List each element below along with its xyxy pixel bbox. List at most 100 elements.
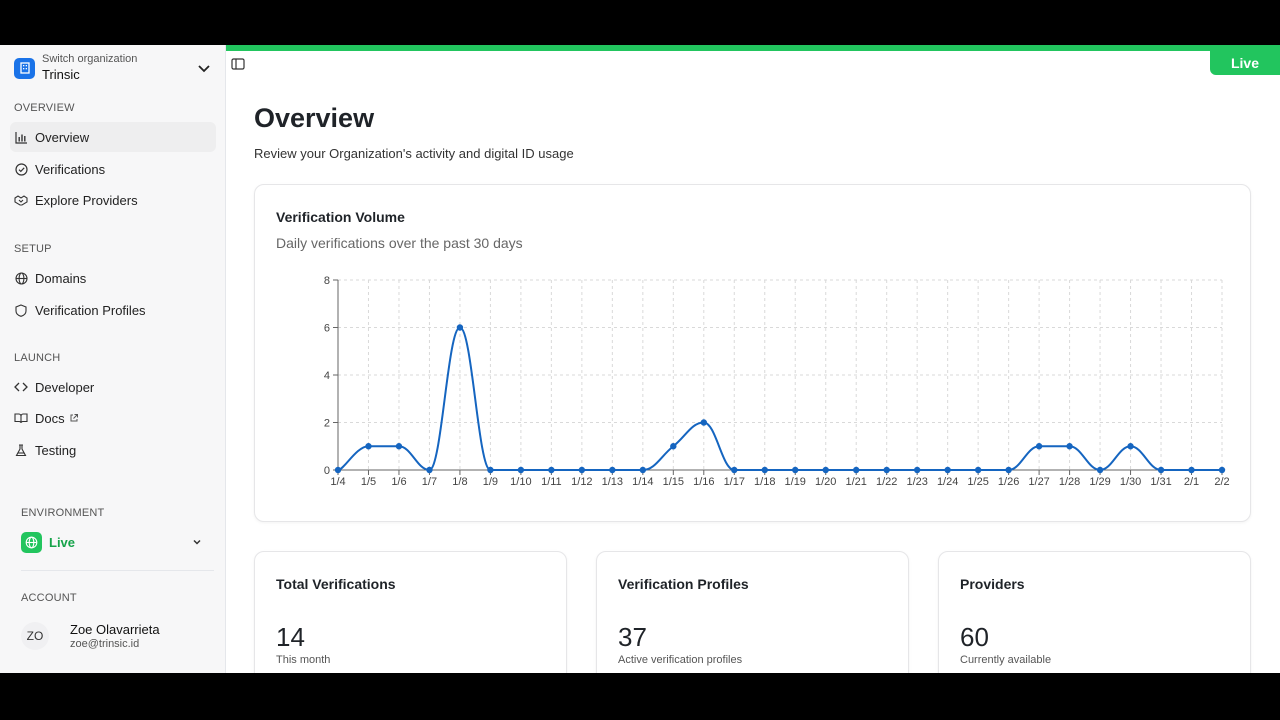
stat-value: 37 bbox=[618, 622, 647, 652]
chevron-down-icon bbox=[191, 536, 203, 548]
x-tick-label: 2/2 bbox=[1214, 476, 1229, 488]
page-subtitle: Review your Organization's activity and … bbox=[254, 146, 574, 161]
x-tick-label: 1/13 bbox=[602, 476, 623, 488]
x-tick-label: 1/16 bbox=[693, 476, 714, 488]
sidebar-item-explore-providers[interactable]: Explore Providers bbox=[10, 185, 216, 215]
x-tick-label: 1/4 bbox=[330, 476, 345, 488]
data-point bbox=[334, 466, 342, 474]
x-tick-label: 1/24 bbox=[937, 476, 958, 488]
x-tick-label: 1/25 bbox=[967, 476, 988, 488]
data-point bbox=[670, 443, 677, 450]
x-tick-label: 1/18 bbox=[754, 476, 775, 488]
account-name: Zoe Olavarrieta bbox=[70, 622, 160, 637]
stat-value: 60 bbox=[960, 622, 989, 652]
data-point bbox=[517, 466, 525, 474]
x-tick-label: 1/20 bbox=[815, 476, 836, 488]
data-point bbox=[822, 466, 829, 474]
stat-caption: This month bbox=[276, 654, 331, 666]
sidebar-item-label: Overview bbox=[35, 129, 90, 145]
stat-caption: Currently available bbox=[960, 654, 1052, 666]
data-point bbox=[731, 466, 738, 474]
bar-chart-icon bbox=[14, 130, 28, 144]
handshake-icon bbox=[14, 193, 28, 207]
stat-title: Verification Profiles bbox=[618, 576, 749, 592]
sidebar-item-label: Testing bbox=[35, 442, 77, 458]
environment-value: Live bbox=[49, 534, 76, 550]
live-badge: Live bbox=[1210, 51, 1280, 75]
x-tick-label: 1/8 bbox=[452, 476, 467, 488]
data-point bbox=[487, 466, 494, 474]
sidebar-item-overview[interactable]: Overview bbox=[10, 122, 216, 152]
x-tick-label: 1/9 bbox=[483, 476, 498, 488]
y-tick-label: 0 bbox=[324, 465, 330, 477]
x-tick-label: 1/14 bbox=[632, 476, 653, 488]
sidebar-item-label: Docs bbox=[35, 410, 65, 426]
sidebar-item-docs[interactable]: Docs bbox=[10, 403, 216, 433]
data-point bbox=[1035, 443, 1043, 450]
section-account: ACCOUNT bbox=[21, 592, 77, 604]
stat-caption: Active verification profiles bbox=[618, 654, 743, 666]
stat-title: Total Verifications bbox=[276, 576, 396, 592]
data-point bbox=[883, 466, 890, 474]
org-switcher[interactable]: Switch organization Trinsic bbox=[14, 51, 212, 85]
sidebar-item-label: Explore Providers bbox=[35, 192, 138, 208]
x-tick-label: 1/23 bbox=[906, 476, 927, 488]
stat-value: 14 bbox=[276, 622, 305, 652]
data-point bbox=[1188, 466, 1195, 474]
data-point bbox=[944, 466, 951, 474]
shield-icon bbox=[14, 303, 28, 317]
y-tick-label: 6 bbox=[324, 323, 330, 335]
verification-line-chart: 0 2 4 6 8 1/4 1/5 1/6 1/7 1/8 1/9 1/10 1/11 1/12 1/13 1… bbox=[324, 275, 1230, 488]
data-point bbox=[578, 466, 586, 474]
y-tick-label: 2 bbox=[324, 418, 330, 430]
x-tick-label: 1/27 bbox=[1028, 476, 1049, 488]
verification-volume-card: Verification Volume Daily verifications … bbox=[254, 184, 1251, 522]
external-link-icon bbox=[69, 413, 79, 423]
sidebar-divider bbox=[21, 570, 214, 571]
environment-select[interactable]: Live bbox=[21, 530, 207, 554]
sidebar-item-label: Verification Profiles bbox=[35, 302, 146, 318]
avatar[interactable]: ZO bbox=[21, 622, 49, 650]
sidebar-item-verification-profiles[interactable]: Verification Profiles bbox=[10, 295, 216, 325]
x-tick-label: 1/19 bbox=[785, 476, 806, 488]
series-line bbox=[337, 326, 1222, 472]
chart-title: Verification Volume bbox=[276, 209, 405, 225]
data-point bbox=[1066, 443, 1073, 450]
sidebar-item-label: Developer bbox=[35, 379, 95, 395]
section-environment: ENVIRONMENT bbox=[21, 507, 105, 519]
data-point bbox=[700, 419, 707, 426]
app-screen: Switch organization Trinsic OVERVIEW Ove… bbox=[0, 45, 1280, 673]
sidebar-item-verifications[interactable]: Verifications bbox=[10, 154, 216, 184]
x-tick-label: 1/26 bbox=[998, 476, 1019, 488]
chevron-down-icon[interactable] bbox=[196, 60, 212, 76]
y-tick-label: 4 bbox=[324, 370, 330, 382]
stat-card-providers: Providers 60 Currently available bbox=[938, 551, 1251, 673]
sidebar-item-testing[interactable]: Testing bbox=[10, 435, 216, 465]
data-point bbox=[1218, 466, 1226, 474]
flask-icon bbox=[14, 443, 28, 457]
x-tick-label: 1/31 bbox=[1150, 476, 1171, 488]
x-tick-label: 1/28 bbox=[1059, 476, 1080, 488]
stat-card-verification-profiles: Verification Profiles 37 Active verifica… bbox=[596, 551, 909, 673]
sidebar-item-domains[interactable]: Domains bbox=[10, 263, 216, 293]
account-email: zoe@trinsic.id bbox=[70, 638, 140, 650]
code-icon bbox=[14, 380, 28, 394]
sidebar-toggle-icon[interactable] bbox=[231, 57, 245, 71]
sidebar-item-label: Domains bbox=[35, 270, 87, 286]
section-overview: OVERVIEW bbox=[14, 102, 75, 114]
data-point bbox=[639, 466, 647, 474]
sidebar-item-label: Verifications bbox=[35, 161, 106, 177]
environment-indicator-bar bbox=[226, 45, 1280, 51]
globe-icon bbox=[14, 271, 28, 285]
sidebar-item-developer[interactable]: Developer bbox=[10, 372, 216, 402]
stat-title: Providers bbox=[960, 576, 1025, 592]
data-point bbox=[761, 466, 768, 474]
x-tick-label: 1/12 bbox=[571, 476, 592, 488]
sidebar: Switch organization Trinsic OVERVIEW Ove… bbox=[0, 45, 226, 673]
globe-icon bbox=[21, 531, 42, 553]
section-launch: LAUNCH bbox=[14, 352, 61, 364]
data-point bbox=[1127, 443, 1134, 450]
data-point bbox=[426, 466, 433, 474]
x-tick-label: 1/15 bbox=[663, 476, 684, 488]
x-tick-label: 1/22 bbox=[876, 476, 897, 488]
